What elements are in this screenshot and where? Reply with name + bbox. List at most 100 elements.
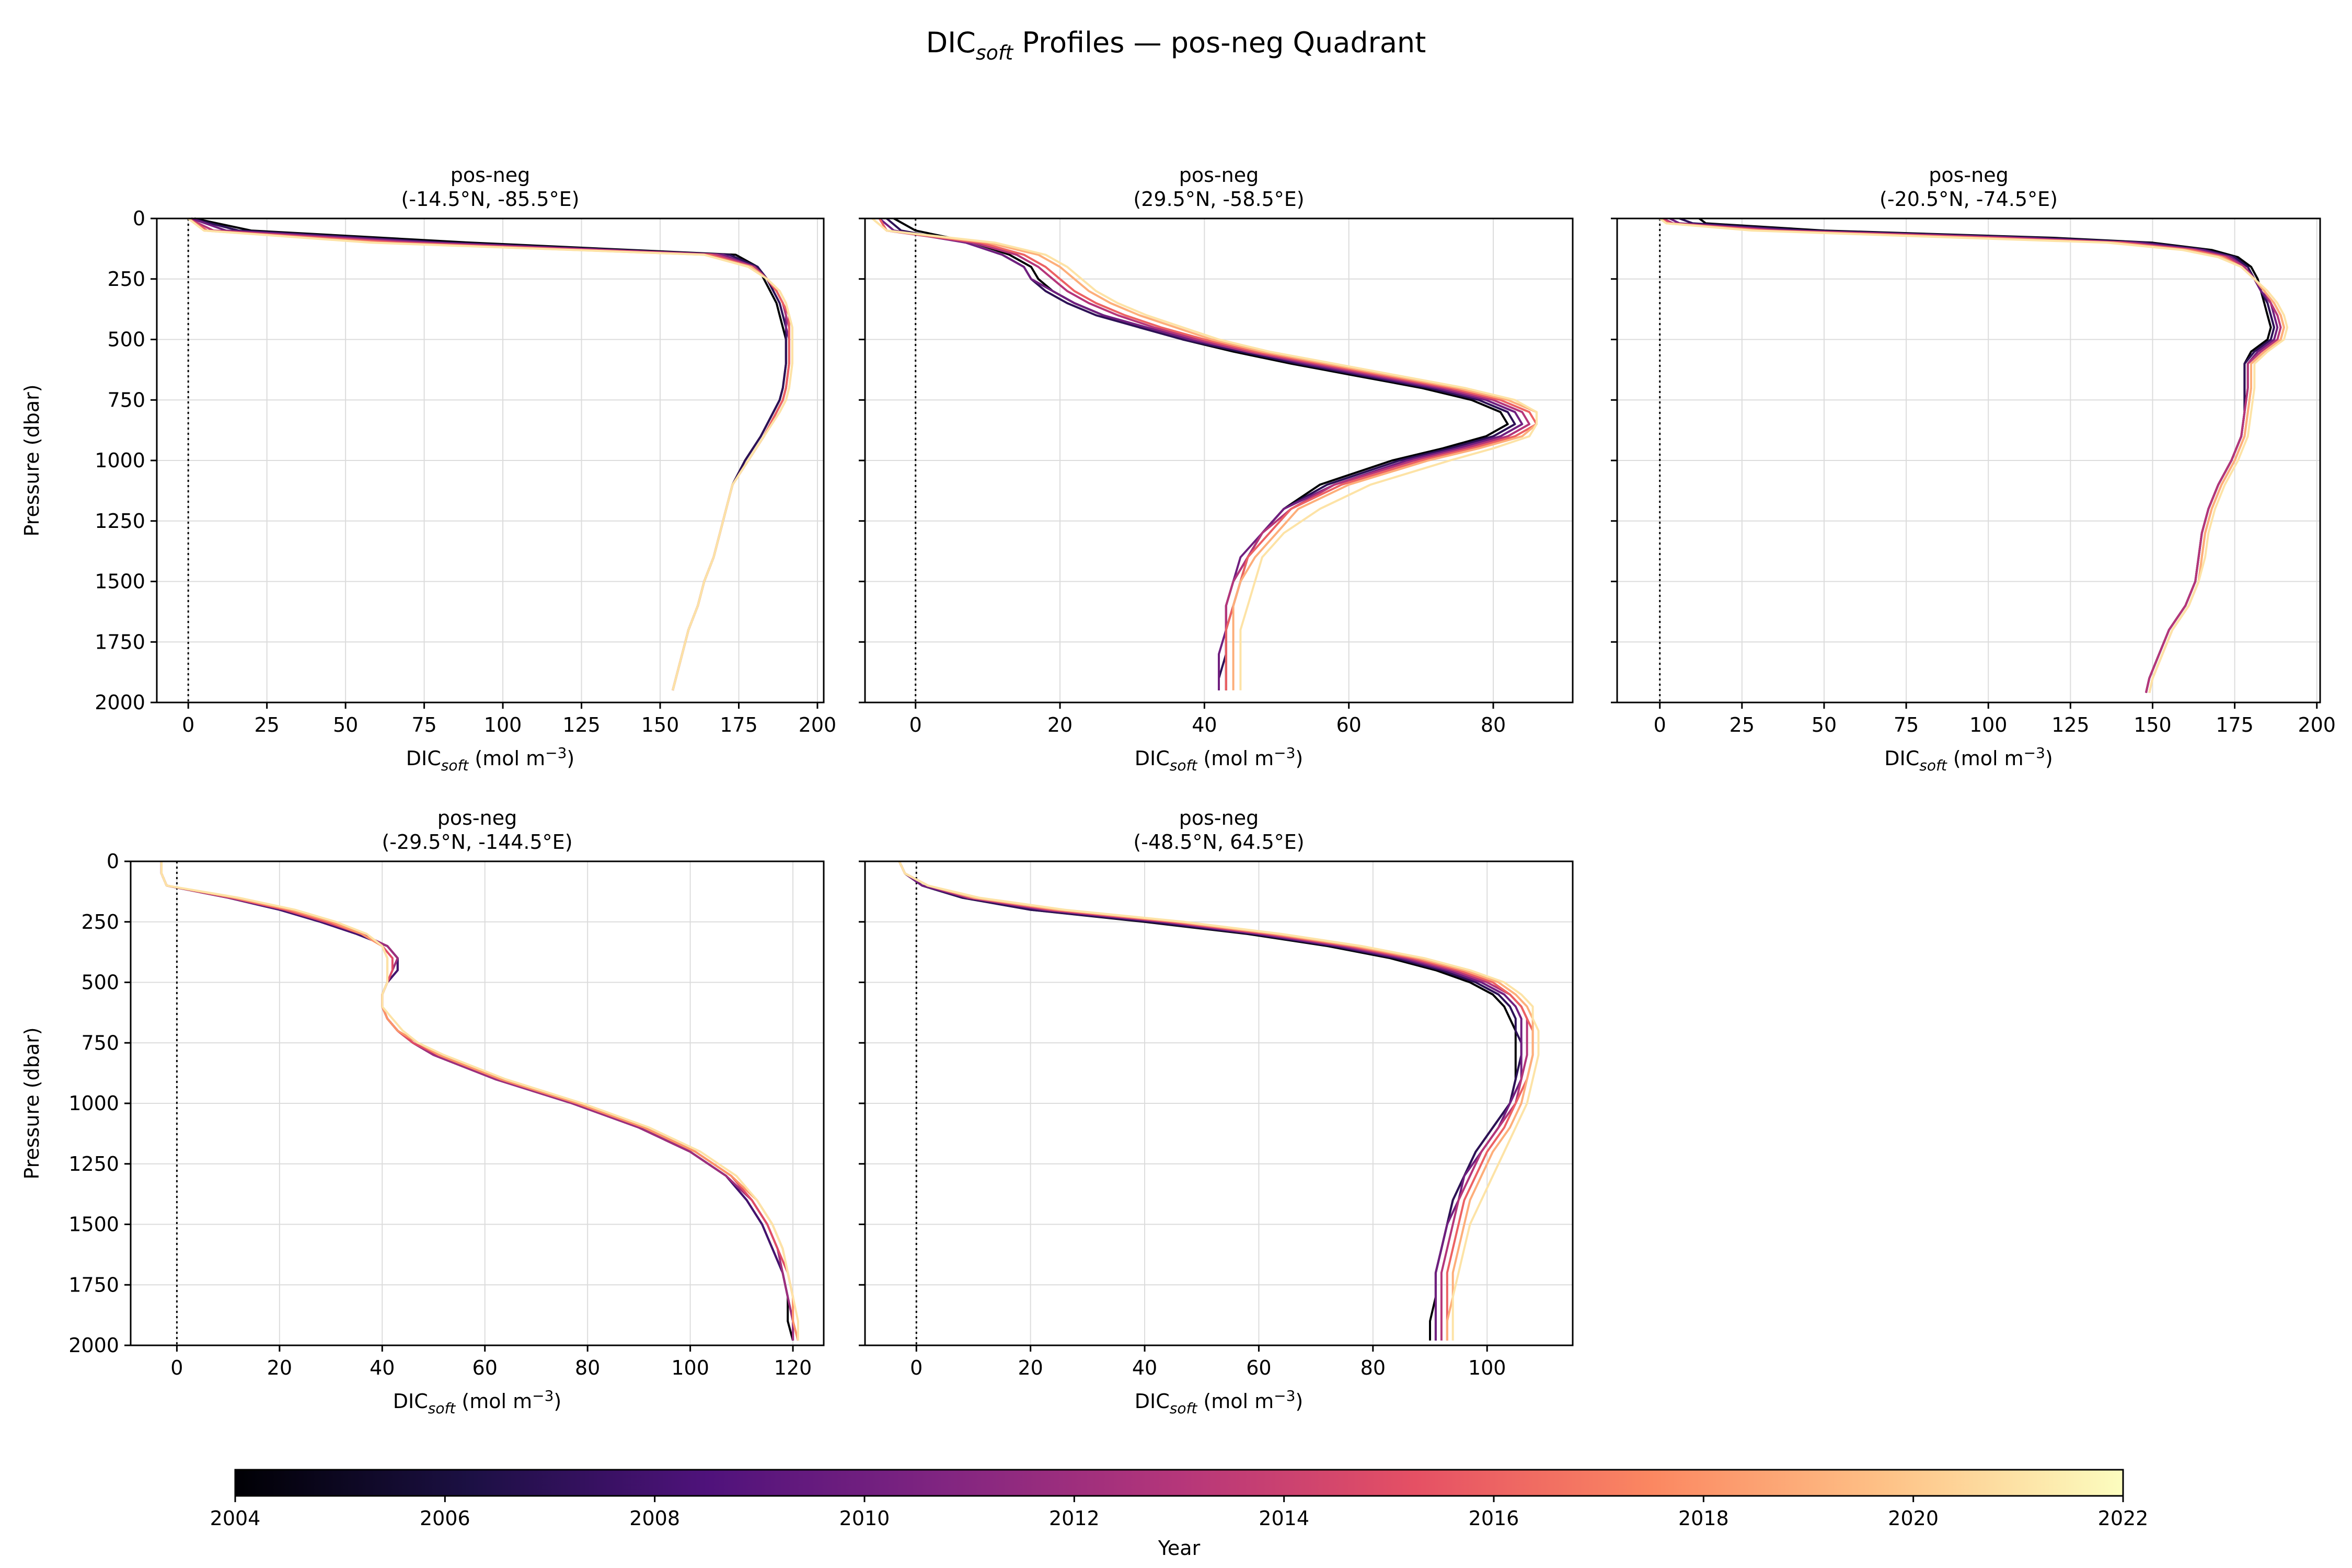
colorbar-label: Year xyxy=(1158,1537,1201,1560)
series-line-2021 xyxy=(187,217,793,691)
x-tick-label: 50 xyxy=(1812,713,1837,736)
x-tick-label: 100 xyxy=(1468,1356,1506,1379)
colorbar-bar xyxy=(234,1469,2124,1497)
x-tick-label: 60 xyxy=(1336,713,1362,736)
series-line-2013 xyxy=(188,217,790,691)
x-tick-label: 100 xyxy=(1969,713,2008,736)
series-line-2018 xyxy=(160,861,799,1341)
y-tick-label: 0 xyxy=(133,207,145,230)
series-line-2013 xyxy=(1663,217,2282,693)
x-tick-label: 200 xyxy=(2298,713,2336,736)
figure-title-sub: soft xyxy=(976,41,1014,64)
figure-title: DICsoft Profiles — pos-neg Quadrant xyxy=(926,26,1426,64)
colorbar-tick-label: 2012 xyxy=(1049,1507,1100,1530)
x-tick-label: 100 xyxy=(484,713,522,736)
subplot-title-location: (-29.5°N, -144.5°E) xyxy=(382,831,572,854)
colorbar: 2004 2006 2008 2010 2012 2014 2016 2018 2020 2022… xyxy=(210,1469,2148,1560)
x-axis-label: DICsoft (mol m−3) xyxy=(406,744,575,774)
x-tick-label: 175 xyxy=(2216,713,2254,736)
x-tick-label: 60 xyxy=(1246,1356,1271,1379)
y-tick-label: 2000 xyxy=(68,1334,119,1357)
x-tick-label: 120 xyxy=(774,1356,812,1379)
x-tick-label: 40 xyxy=(1132,1356,1157,1379)
series-line-2013 xyxy=(878,217,1531,690)
y-tick-label: 2000 xyxy=(95,691,145,714)
subplot-4: 0 20 40 60 80 100 120 0 250 500 750 1000 1250 1500 175… xyxy=(20,806,825,1417)
series-line-2004 xyxy=(893,217,1509,690)
subplot-2: 0 20 40 60 80 pos-neg(29.5°N, -58.5°E) DICsoft… xyxy=(859,164,1574,774)
x-axis-label: DICsoft (mol m−3) xyxy=(1884,744,2053,774)
series-line-2019 xyxy=(1659,217,2285,693)
y-tick-label: 1750 xyxy=(68,1273,119,1296)
x-tick-label: 125 xyxy=(2051,713,2090,736)
y-axis-label: Pressure (dbar) xyxy=(20,384,43,536)
subplot-title-quadrant: pos-neg xyxy=(437,806,517,829)
series-line-2016 xyxy=(1659,217,2285,693)
subplot-3: 0 25 50 75 100 125 150 175 200 pos-neg(-20.5°N, -… xyxy=(1611,164,2336,774)
series-line-2021 xyxy=(160,861,799,1341)
colorbar-tick-label: 2016 xyxy=(1469,1507,1519,1530)
colorbar-tick-label: 2008 xyxy=(629,1507,680,1530)
subplot-title-location: (-48.5°N, 64.5°E) xyxy=(1133,831,1304,854)
series-line-2004 xyxy=(160,861,794,1341)
y-tick-label: 1250 xyxy=(68,1152,119,1175)
series-line-2021 xyxy=(898,861,1540,1341)
y-tick-label: 1000 xyxy=(95,449,145,472)
x-tick-label: 20 xyxy=(1047,713,1073,736)
series-line-2016 xyxy=(188,217,790,691)
y-tick-label: 1750 xyxy=(95,630,145,653)
colorbar-tick-label: 2014 xyxy=(1259,1507,1309,1530)
y-tick-label: 1000 xyxy=(68,1092,119,1115)
series-line-2008 xyxy=(160,861,794,1341)
x-tick-label: 150 xyxy=(2134,713,2172,736)
x-tick-label: 80 xyxy=(1361,1356,1386,1379)
colorbar-tick-label: 2020 xyxy=(1888,1507,1939,1530)
y-tick-label: 1250 xyxy=(95,510,145,533)
y-tick-label: 500 xyxy=(81,971,119,994)
series-line-2019 xyxy=(187,217,793,691)
x-tick-label: 25 xyxy=(254,713,279,736)
y-tick-label: 750 xyxy=(107,388,145,411)
x-tick-label: 25 xyxy=(1730,713,1755,736)
series-line-2013 xyxy=(898,861,1528,1341)
series-line-2010 xyxy=(191,217,790,691)
series-line-2021 xyxy=(871,217,1538,690)
x-tick-label: 100 xyxy=(671,1356,709,1379)
x-tick-label: 125 xyxy=(562,713,601,736)
y-tick-label: 250 xyxy=(81,910,119,933)
colorbar-ticks: 2004 2006 2008 2010 2012 2014 2016 2018 2020 2022 xyxy=(210,1496,2148,1530)
series-line-2007 xyxy=(191,217,787,691)
subplot-title-location: (-14.5°N, -85.5°E) xyxy=(401,188,580,211)
x-tick-label: 75 xyxy=(411,713,436,736)
series-line-2007 xyxy=(886,217,1516,690)
x-tick-label: 80 xyxy=(1481,713,1506,736)
y-tick-label: 500 xyxy=(107,328,145,351)
x-tick-label: 20 xyxy=(267,1356,292,1379)
x-tick-label: 200 xyxy=(799,713,837,736)
y-tick-label: 750 xyxy=(81,1031,119,1054)
series-line-2015 xyxy=(160,861,799,1341)
subplot-1: 0 25 50 75 100 125 150 175 200025050075010001250… xyxy=(20,164,836,774)
series-line-2019 xyxy=(871,217,1538,690)
x-tick-label: 50 xyxy=(333,713,358,736)
x-axis-label: DICsoft (mol m−3) xyxy=(393,1387,562,1417)
y-tick-label: 1500 xyxy=(95,570,145,593)
subplot-title-quadrant: pos-neg xyxy=(1179,164,1259,187)
colorbar-tick-label: 2010 xyxy=(839,1507,890,1530)
colorbar-tick-label: 2006 xyxy=(420,1507,470,1530)
subplot-title-quadrant: pos-neg xyxy=(1929,164,2008,187)
series-line-2012 xyxy=(160,861,794,1341)
x-tick-label: 75 xyxy=(1894,713,1919,736)
x-tick-label: 60 xyxy=(472,1356,498,1379)
x-tick-label: 40 xyxy=(370,1356,395,1379)
series-line-2010 xyxy=(898,861,1523,1341)
subplot-5: 0 20 40 60 80 100 pos-neg(-48.5°N, 64.5°E) DICs… xyxy=(859,806,1574,1417)
x-axis-label: DICsoft (mol m−3) xyxy=(1135,1387,1304,1417)
y-tick-label: 250 xyxy=(107,268,145,291)
figure-title-rest: Profiles — pos-neg Quadrant xyxy=(1013,26,1426,59)
x-tick-label: 175 xyxy=(720,713,758,736)
series-line-2010 xyxy=(1669,217,2279,693)
x-tick-label: 40 xyxy=(1192,713,1217,736)
subplot-grid: 0 25 50 75 100 125 150 175 2000 250 500 750 1000 1250… xyxy=(20,164,2336,1417)
